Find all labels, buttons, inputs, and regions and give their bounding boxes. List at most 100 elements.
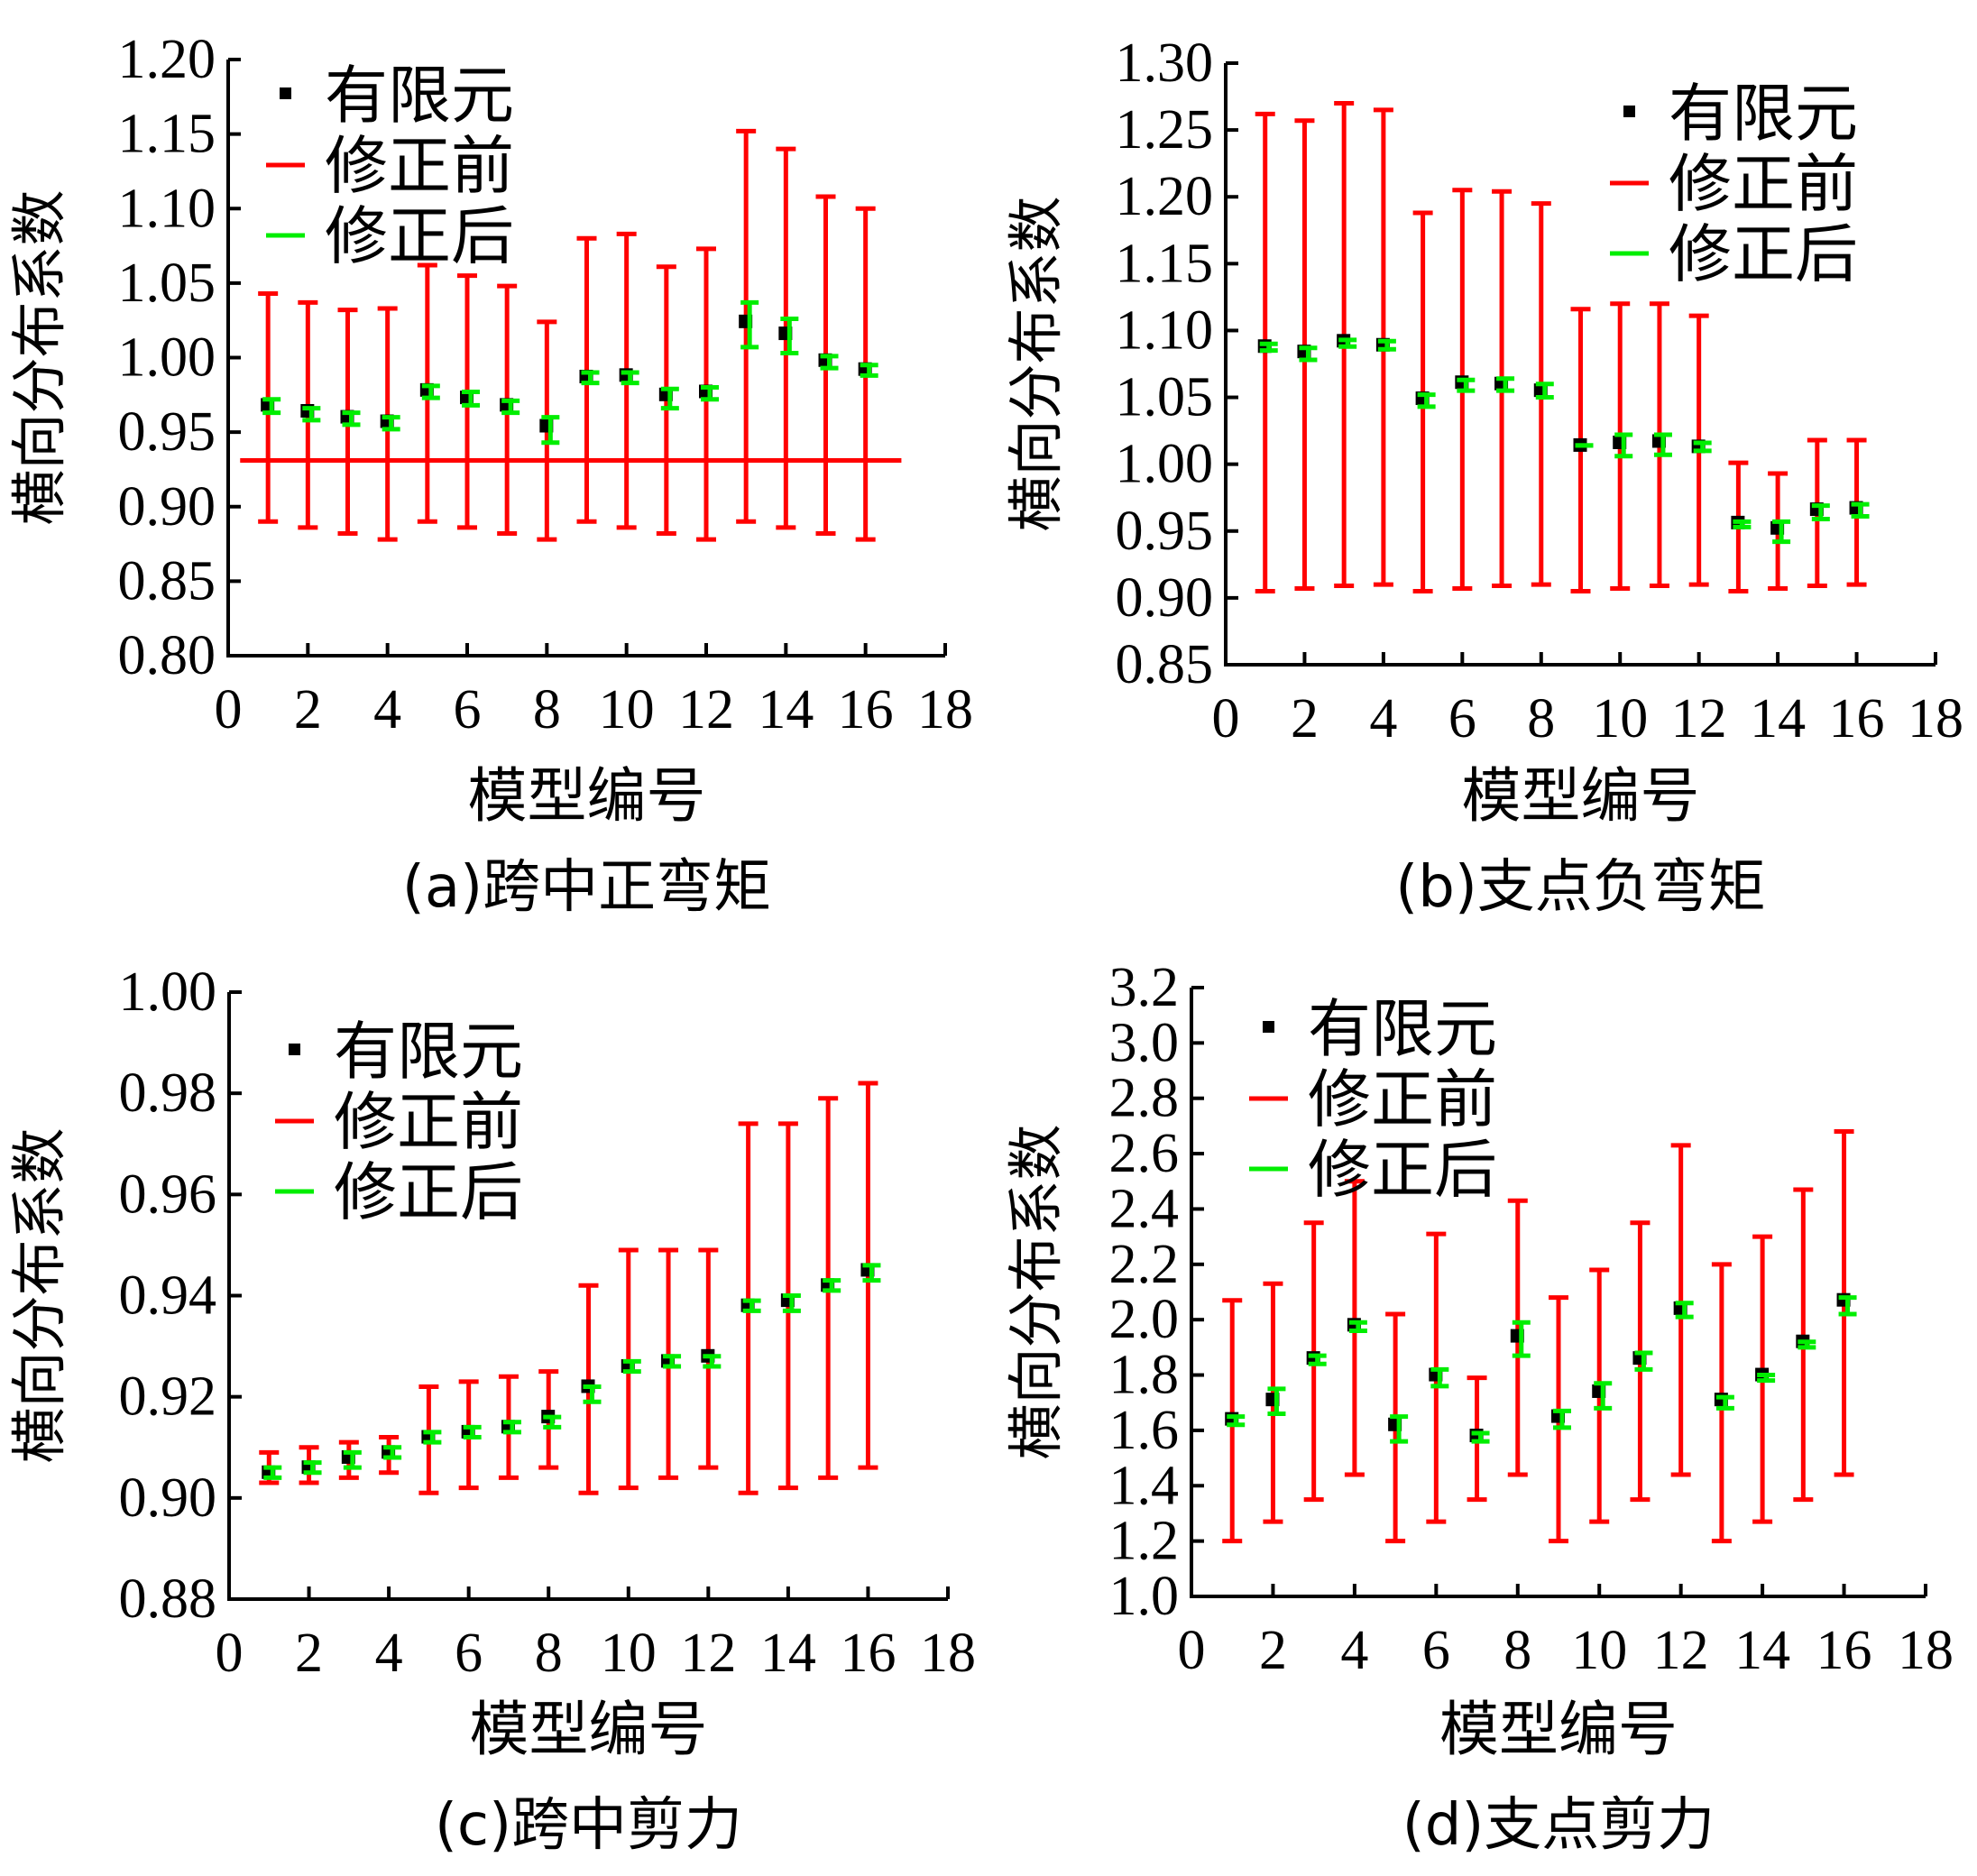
y-axis-label: 横向分布系数 (1003, 1124, 1069, 1459)
y-tick-label: 1.10 (1116, 299, 1214, 361)
y-tick-label: 1.8 (1109, 1345, 1180, 1406)
y-tick-label: 2.0 (1109, 1289, 1180, 1350)
y-tick-label: 3.2 (1109, 957, 1180, 1018)
y-axis-label: 横向分布系数 (6, 189, 72, 525)
legend-fe-label: 有限元 (1308, 992, 1497, 1066)
x-tick-label: 8 (533, 679, 561, 740)
x-tick-label: 10 (1571, 1620, 1627, 1681)
y-tick-label: 1.00 (1116, 434, 1214, 495)
y-tick-label: 0.98 (119, 1062, 217, 1124)
x-tick-label: 2 (295, 1623, 323, 1684)
y-tick-label: 1.10 (118, 178, 216, 239)
x-tick-label: 12 (1671, 688, 1727, 749)
legend-before-label: 修正前 (1669, 147, 1858, 221)
x-tick-label: 6 (1448, 688, 1476, 749)
legend-fe-marker (1623, 106, 1635, 117)
chart-caption: (b)支点负弯矩 (1395, 854, 1766, 921)
x-tick-label: 8 (535, 1623, 563, 1684)
y-tick-label: 1.0 (1109, 1566, 1180, 1627)
x-tick-label: 6 (1422, 1620, 1450, 1681)
x-tick-label: 4 (1340, 1620, 1368, 1681)
legend-fe-marker (289, 1044, 300, 1055)
y-tick-label: 0.90 (118, 476, 216, 538)
y-tick-label: 0.96 (119, 1163, 217, 1225)
x-tick-label: 18 (1908, 688, 1963, 749)
y-tick-label: 0.92 (119, 1366, 217, 1428)
x-tick-label: 6 (455, 1623, 483, 1684)
y-tick-label: 2.8 (1109, 1068, 1180, 1129)
legend-before-label: 修正前 (325, 129, 514, 203)
y-tick-label: 0.90 (1116, 567, 1214, 629)
legend-fe-marker (1263, 1021, 1274, 1033)
x-tick-label: 0 (1212, 688, 1240, 749)
x-tick-label: 14 (1734, 1620, 1790, 1681)
legend-before-label: 修正前 (334, 1085, 523, 1159)
x-tick-label: 10 (599, 679, 655, 740)
x-tick-label: 14 (760, 1623, 816, 1684)
legend-after-label: 修正后 (334, 1155, 523, 1229)
x-tick-label: 8 (1503, 1620, 1531, 1681)
x-tick-label: 8 (1527, 688, 1555, 749)
chart-caption: (d)支点剪力 (1402, 1792, 1715, 1859)
legend-fe-label: 有限元 (334, 1015, 523, 1089)
y-tick-label: 1.15 (118, 104, 216, 165)
y-axis-label: 横向分布系数 (6, 1127, 72, 1463)
x-axis-label: 模型编号 (468, 761, 706, 831)
legend-after-label: 修正后 (1669, 217, 1858, 291)
y-tick-label: 1.05 (1116, 367, 1214, 428)
legend-fe-label: 有限元 (1669, 77, 1858, 151)
chart-panel-a: 0.80 0.85 0.90 0.95 1.00 1.05 1.10 1.15 1.20 0 2 4 6… (6, 29, 973, 921)
legend-fe-label: 有限元 (325, 59, 514, 133)
y-tick-label: 1.6 (1109, 1400, 1180, 1461)
y-tick-label: 1.20 (1116, 166, 1214, 227)
y-tick-label: 1.25 (1116, 99, 1214, 161)
y-tick-label: 0.85 (1116, 634, 1214, 695)
x-tick-label: 16 (838, 679, 894, 740)
y-tick-label: 0.95 (1116, 501, 1214, 562)
legend-after-label: 修正后 (325, 199, 514, 273)
legend-fe-marker (280, 87, 291, 99)
x-tick-label: 0 (1178, 1620, 1206, 1681)
y-tick-label: 1.00 (119, 961, 217, 1023)
y-tick-label: 3.0 (1109, 1012, 1180, 1073)
x-tick-label: 2 (294, 679, 322, 740)
x-tick-label: 16 (1816, 1620, 1872, 1681)
y-tick-label: 2.6 (1109, 1123, 1180, 1184)
y-tick-label: 0.85 (118, 550, 216, 612)
x-tick-label: 12 (680, 1623, 736, 1684)
x-tick-label: 10 (601, 1623, 657, 1684)
chart-panel-b: 0.850.900.951.001.051.101.151.201.251.30… (1003, 32, 1963, 921)
y-tick-label: 1.30 (1116, 32, 1214, 94)
x-tick-label: 18 (917, 679, 973, 740)
y-tick-label: 0.94 (119, 1265, 217, 1327)
y-tick-label: 1.00 (118, 327, 216, 389)
x-tick-label: 16 (840, 1623, 896, 1684)
legend-before-label: 修正前 (1308, 1062, 1497, 1136)
x-tick-label: 0 (215, 679, 243, 740)
x-tick-label: 18 (920, 1623, 976, 1684)
x-tick-label: 14 (758, 679, 814, 740)
y-tick-label: 1.05 (118, 253, 216, 314)
x-tick-label: 2 (1259, 1620, 1287, 1681)
x-tick-label: 6 (454, 679, 482, 740)
x-tick-label: 4 (1369, 688, 1397, 749)
x-tick-label: 14 (1750, 688, 1806, 749)
x-tick-label: 10 (1592, 688, 1648, 749)
x-axis-label: 模型编号 (1439, 1695, 1678, 1764)
y-tick-label: 0.80 (118, 625, 216, 686)
y-tick-label: 1.2 (1109, 1511, 1180, 1572)
chart-caption: (a)跨中正弯矩 (402, 854, 771, 921)
y-tick-label: 0.88 (119, 1568, 217, 1630)
x-tick-label: 4 (373, 679, 401, 740)
x-tick-label: 4 (375, 1623, 403, 1684)
x-tick-label: 18 (1898, 1620, 1954, 1681)
x-axis-label: 模型编号 (470, 1695, 708, 1764)
x-tick-label: 0 (216, 1623, 244, 1684)
y-tick-label: 1.15 (1116, 233, 1214, 294)
x-axis-label: 模型编号 (1462, 761, 1700, 831)
chart-panel-c: 0.88 0.90 0.92 0.94 0.96 0.98 1.00 0 2 4 6 8 10 12 14 1… (6, 961, 976, 1859)
